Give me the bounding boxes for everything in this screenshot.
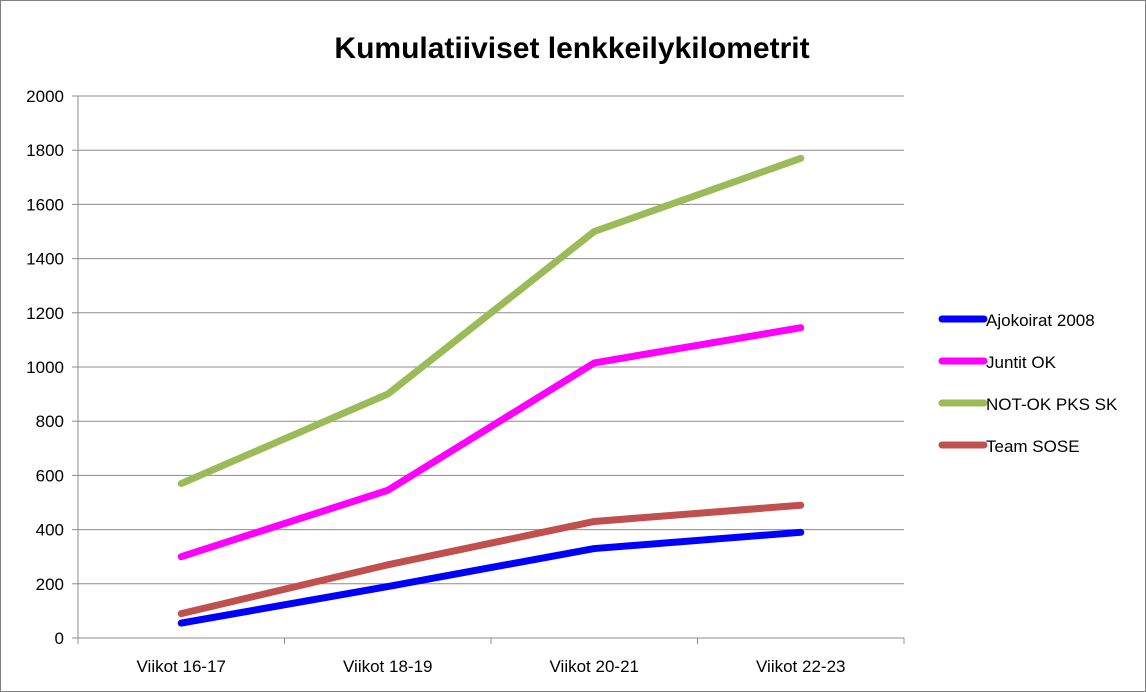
legend-label: Ajokoirat 2008 <box>986 311 1095 330</box>
y-tick-label: 1600 <box>26 195 64 214</box>
y-tick-label: 600 <box>36 466 64 485</box>
legend-label: NOT-OK PKS SK <box>986 395 1118 414</box>
y-tick-label: 1000 <box>26 358 64 377</box>
series-line-0 <box>177 528 805 627</box>
x-tick-label: Viikot 22-23 <box>756 657 845 676</box>
y-tick-label: 1400 <box>26 250 64 269</box>
legend-label: Team SOSE <box>986 437 1080 456</box>
x-tick-label: Viikot 16-17 <box>137 657 226 676</box>
series-line-2 <box>177 154 805 488</box>
y-tick-label: 0 <box>55 629 64 648</box>
y-tick-label: 1200 <box>26 304 64 323</box>
y-tick-label: 400 <box>36 521 64 540</box>
gridlines <box>78 95 904 585</box>
series-line-3 <box>177 501 805 618</box>
x-tick-label: Viikot 20-21 <box>550 657 639 676</box>
series-lines <box>177 154 805 627</box>
y-tick-label: 1800 <box>26 141 64 160</box>
legend-label: Juntit OK <box>986 353 1057 372</box>
axes: 0 200 400 600 800 1000 1200 1400 1600 1800 2000 Vii… <box>26 87 905 676</box>
chart-title: Kumulatiiviset lenkkeilykilometrit <box>334 32 809 65</box>
y-tick-label: 800 <box>36 412 64 431</box>
series-line-1 <box>177 324 805 561</box>
x-tick-label: Viikot 18-19 <box>343 657 432 676</box>
legend: Ajokoirat 2008 Juntit OK NOT-OK PKS SK Team… <box>938 311 1118 456</box>
y-tick-label: 200 <box>36 575 64 594</box>
y-tick-label: 2000 <box>26 87 64 106</box>
